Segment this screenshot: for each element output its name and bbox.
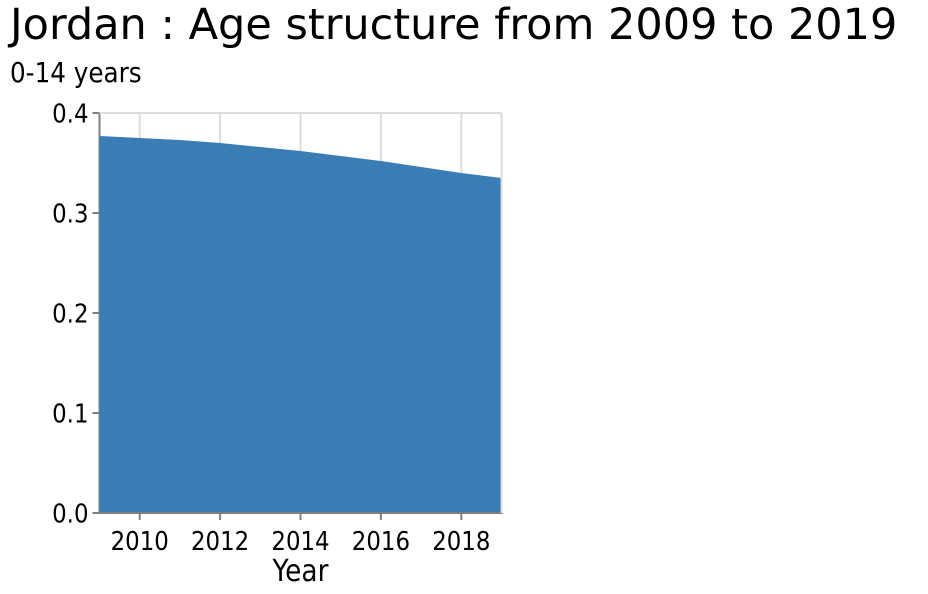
x-tick-label: 2016 [352, 526, 410, 557]
x-tick-label: 2018 [432, 526, 490, 557]
x-axis-label: Year [272, 553, 329, 588]
y-tick-label: 0.3 [52, 198, 88, 229]
y-tick-label: 0.1 [52, 398, 88, 429]
x-tick-label: 2010 [111, 526, 169, 557]
x-tick-label: 2014 [271, 526, 329, 557]
chart-subtitle: 0-14 years [10, 56, 142, 89]
chart-title: Jordan : Age structure from 2009 to 2019 [10, 0, 898, 50]
x-tick-label: 2012 [191, 526, 249, 557]
y-tick-label: 0.2 [52, 298, 88, 329]
y-tick-label: 0.4 [52, 98, 88, 129]
y-tick-label: 0.0 [52, 498, 88, 529]
area-series-0-14-years [99, 136, 502, 513]
